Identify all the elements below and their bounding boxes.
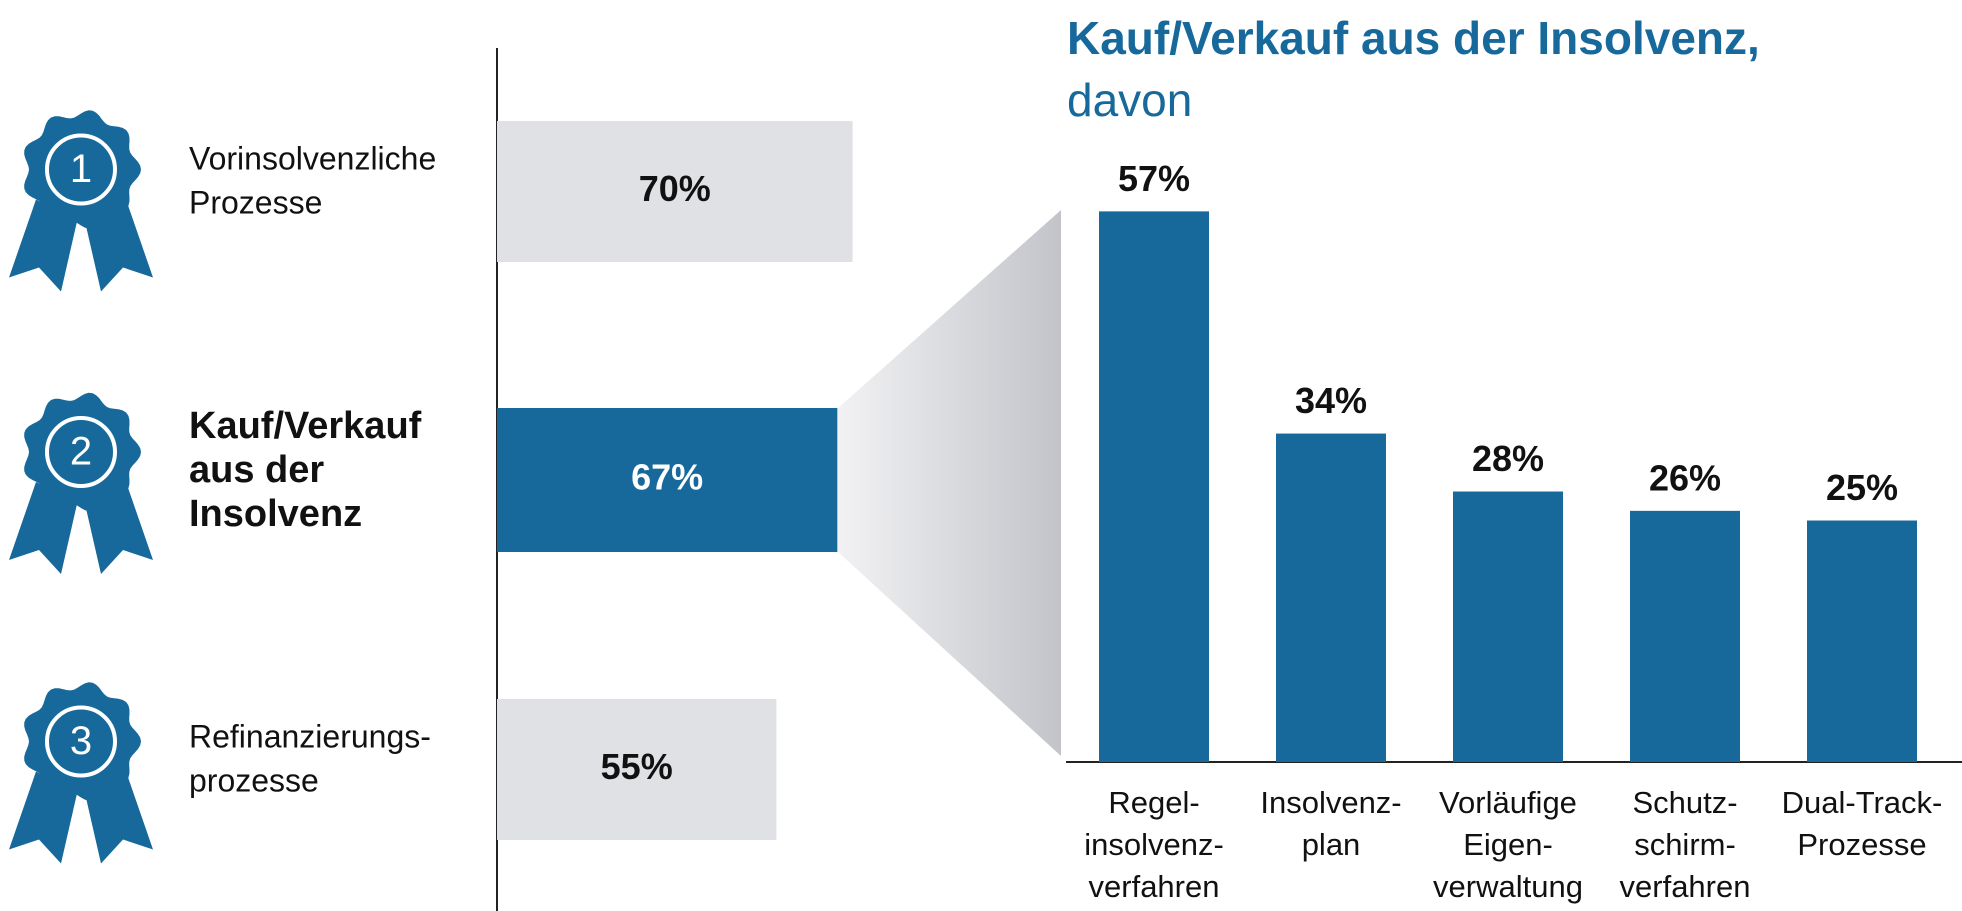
value-label: 28% [1472,438,1544,479]
value-label: 67% [631,457,703,498]
bar [1807,520,1917,762]
badge [24,392,142,512]
badge-number: 3 [70,719,92,763]
category-label: Refinanzierungs-prozesse [189,719,431,799]
badge-number: 2 [70,430,92,474]
bar [497,121,853,262]
ribbon [9,482,77,574]
ribbon [9,771,77,864]
funnel [838,210,1061,756]
value-label: 57% [1118,158,1190,199]
value-label: 26% [1649,457,1721,498]
ribbon [9,199,77,292]
ribbon [85,771,153,864]
badge-ring [45,416,117,488]
bar [1276,433,1386,762]
ribbon [85,482,153,574]
x-tick-label: Vorläufige Eigen-verwaltung [1433,785,1583,904]
badge [24,110,142,229]
badge [24,682,142,801]
badge-ring [45,133,117,206]
bar [1630,510,1740,762]
value-label: 70% [639,168,711,209]
ribbon [85,199,153,292]
category-label: Vorinsolvenzliche Prozesse [189,141,436,221]
x-tick-label: Regel-insolvenz-verfahren [1084,785,1224,904]
badge-ring [45,705,117,778]
x-tick-label: Schutz-schirm-verfahren [1620,785,1751,904]
value-label: 34% [1295,380,1367,421]
chart-subtitle: davon [1067,74,1192,126]
value-label: 55% [601,746,673,787]
value-label: 25% [1826,467,1898,508]
bar [497,699,777,840]
category-label: Kauf/Verkauf aus der Insolvenz [189,405,422,535]
x-tick-label: Insolvenz-plan [1260,785,1401,862]
bar [497,408,838,552]
badge-number: 1 [70,147,92,191]
x-tick-label: Dual-Track-Prozesse [1782,785,1943,862]
bar [1099,211,1209,762]
chart-title: Kauf/Verkauf aus der Insolvenz, [1067,12,1760,64]
bar [1453,491,1563,762]
